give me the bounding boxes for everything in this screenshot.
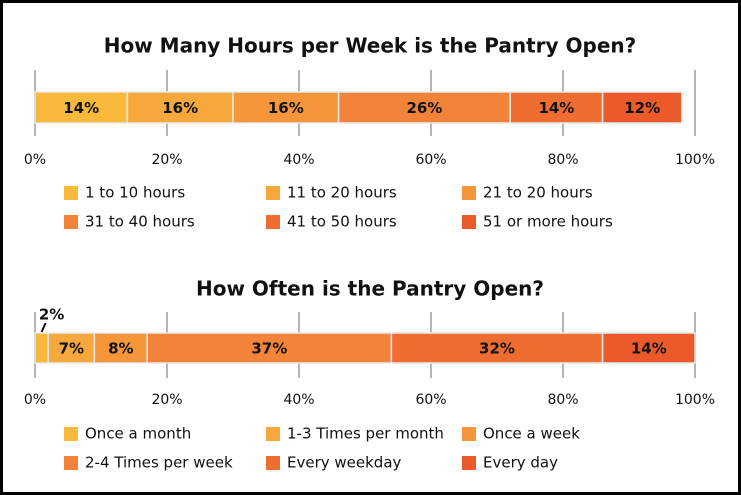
x-tick-label: 80% bbox=[547, 152, 578, 168]
data-label: 12% bbox=[624, 99, 660, 117]
legend-label: 1 to 10 hours bbox=[85, 184, 185, 202]
legend-swatch bbox=[266, 186, 280, 200]
x-tick-label: 60% bbox=[415, 152, 446, 168]
legend-swatch bbox=[462, 456, 476, 470]
data-label: 7% bbox=[59, 340, 84, 358]
legend-label: 21 to 20 hours bbox=[483, 184, 593, 202]
x-tick-label: 60% bbox=[415, 392, 446, 408]
data-label: 16% bbox=[162, 99, 198, 117]
legend-label: Once a month bbox=[85, 425, 191, 443]
x-tick-label: 80% bbox=[547, 392, 578, 408]
legend-label: 51 or more hours bbox=[483, 213, 613, 231]
data-label: 14% bbox=[631, 340, 667, 358]
chart-title: How Often is the Pantry Open? bbox=[196, 277, 544, 301]
data-label: 16% bbox=[268, 99, 304, 117]
x-tick-label: 40% bbox=[283, 152, 314, 168]
legend-label: 1-3 Times per month bbox=[287, 425, 444, 443]
legend-swatch bbox=[462, 215, 476, 229]
data-label: 14% bbox=[63, 99, 99, 117]
legend-label: Once a week bbox=[483, 425, 580, 443]
legend-label: Every day bbox=[483, 454, 558, 472]
legend-swatch bbox=[64, 186, 78, 200]
legend-swatch bbox=[266, 456, 280, 470]
bar-segment bbox=[146, 332, 393, 364]
x-tick-label: 0% bbox=[24, 152, 46, 168]
legend-label: 11 to 20 hours bbox=[287, 184, 397, 202]
x-tick-label: 20% bbox=[151, 152, 182, 168]
x-tick-label: 100% bbox=[675, 152, 715, 168]
x-tick-label: 20% bbox=[151, 392, 182, 408]
bar-segment bbox=[47, 332, 96, 364]
chart-title: How Many Hours per Week is the Pantry Op… bbox=[104, 34, 637, 58]
bar-segment bbox=[337, 91, 511, 124]
legend-swatch bbox=[266, 215, 280, 229]
legend-swatch bbox=[266, 427, 280, 441]
label-leader bbox=[40, 322, 47, 333]
bar-segment bbox=[601, 91, 683, 124]
bar-segment bbox=[509, 91, 604, 124]
bar-segment bbox=[601, 332, 696, 364]
legend-label: Every weekday bbox=[287, 454, 402, 472]
data-label: 2% bbox=[39, 306, 64, 324]
x-tick-label: 100% bbox=[675, 392, 715, 408]
legend-swatch bbox=[64, 427, 78, 441]
x-tick-label: 40% bbox=[283, 392, 314, 408]
legend-swatch bbox=[64, 456, 78, 470]
data-label: 26% bbox=[406, 99, 442, 117]
legend-label: 41 to 50 hours bbox=[287, 213, 397, 231]
data-label: 14% bbox=[538, 99, 574, 117]
data-label: 8% bbox=[108, 340, 133, 358]
legend-swatch bbox=[462, 427, 476, 441]
x-tick-label: 0% bbox=[24, 392, 46, 408]
legend-label: 2-4 Times per week bbox=[85, 454, 233, 472]
bar-segment bbox=[34, 91, 129, 124]
legend-swatch bbox=[462, 186, 476, 200]
bar-segment bbox=[34, 332, 49, 364]
data-label: 32% bbox=[479, 340, 515, 358]
legend-label: 31 to 40 hours bbox=[85, 213, 195, 231]
bar-segment bbox=[390, 332, 604, 364]
data-label: 37% bbox=[251, 340, 287, 358]
legend-swatch bbox=[64, 215, 78, 229]
